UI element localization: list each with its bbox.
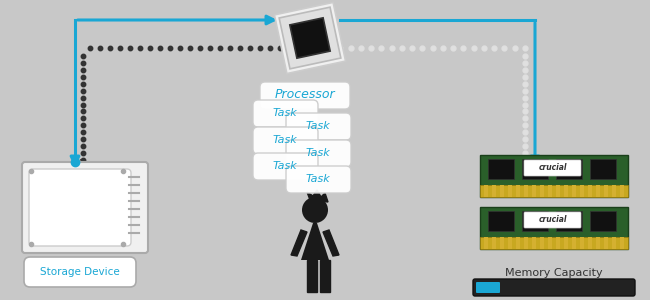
Bar [580, 185, 584, 197]
Polygon shape [274, 2, 346, 74]
Bar [564, 185, 568, 197]
Bar [532, 237, 536, 249]
Bar [540, 237, 544, 249]
Bar [590, 211, 616, 231]
Bar [516, 185, 520, 197]
FancyBboxPatch shape [286, 140, 351, 167]
Bar [508, 185, 512, 197]
Bar [572, 237, 576, 249]
Text: Task: Task [272, 108, 298, 118]
Polygon shape [323, 230, 339, 256]
Bar [604, 185, 608, 197]
FancyBboxPatch shape [24, 257, 136, 287]
Text: crucial: crucial [539, 215, 567, 224]
Bar [590, 159, 616, 179]
Text: Task: Task [306, 148, 330, 158]
Text: Task: Task [272, 161, 298, 171]
Bar [588, 237, 592, 249]
Bar [492, 185, 496, 197]
Bar [596, 237, 600, 249]
Text: crucial: crucial [539, 164, 567, 172]
Bar [604, 237, 608, 249]
Bar [480, 185, 628, 197]
Bar [480, 237, 628, 249]
Bar [556, 211, 582, 231]
FancyBboxPatch shape [260, 82, 350, 109]
Bar [620, 237, 624, 249]
Bar [524, 185, 528, 197]
Text: Memory Capacity: Memory Capacity [505, 268, 603, 278]
Polygon shape [307, 190, 328, 202]
Text: Processor: Processor [275, 88, 335, 101]
Bar [596, 185, 600, 197]
FancyBboxPatch shape [22, 162, 148, 253]
Text: Task: Task [306, 174, 330, 184]
Polygon shape [320, 260, 330, 292]
Circle shape [302, 197, 328, 223]
Bar [556, 185, 560, 197]
FancyBboxPatch shape [473, 279, 635, 296]
Bar [564, 237, 568, 249]
Bar [572, 185, 576, 197]
Bar [484, 237, 488, 249]
Bar [612, 185, 616, 197]
Polygon shape [279, 7, 341, 69]
Bar [480, 207, 628, 249]
Bar [500, 237, 504, 249]
Polygon shape [301, 223, 329, 260]
Bar [524, 237, 528, 249]
Bar [508, 237, 512, 249]
Bar [612, 237, 616, 249]
Polygon shape [290, 18, 330, 58]
Bar [556, 237, 560, 249]
Bar [522, 211, 548, 231]
Bar [548, 185, 552, 197]
Bar [488, 159, 514, 179]
Text: Task: Task [272, 135, 298, 145]
Polygon shape [291, 230, 307, 256]
FancyBboxPatch shape [29, 169, 131, 246]
Bar [488, 211, 514, 231]
Bar [500, 185, 504, 197]
Bar [484, 185, 488, 197]
Bar [548, 237, 552, 249]
Bar [480, 155, 628, 197]
Polygon shape [307, 260, 317, 292]
Bar [516, 237, 520, 249]
FancyBboxPatch shape [286, 166, 351, 193]
FancyBboxPatch shape [253, 100, 318, 127]
Text: Task: Task [306, 121, 330, 131]
Text: Storage Device: Storage Device [40, 267, 120, 277]
Bar [580, 237, 584, 249]
Bar [492, 237, 496, 249]
Bar [556, 159, 582, 179]
Bar [588, 185, 592, 197]
Bar [540, 185, 544, 197]
FancyBboxPatch shape [253, 127, 318, 154]
FancyBboxPatch shape [476, 282, 500, 293]
FancyBboxPatch shape [524, 160, 581, 176]
FancyBboxPatch shape [286, 113, 351, 140]
Bar [522, 159, 548, 179]
Bar [620, 185, 624, 197]
Bar [532, 185, 536, 197]
FancyBboxPatch shape [253, 153, 318, 180]
FancyBboxPatch shape [524, 212, 581, 228]
